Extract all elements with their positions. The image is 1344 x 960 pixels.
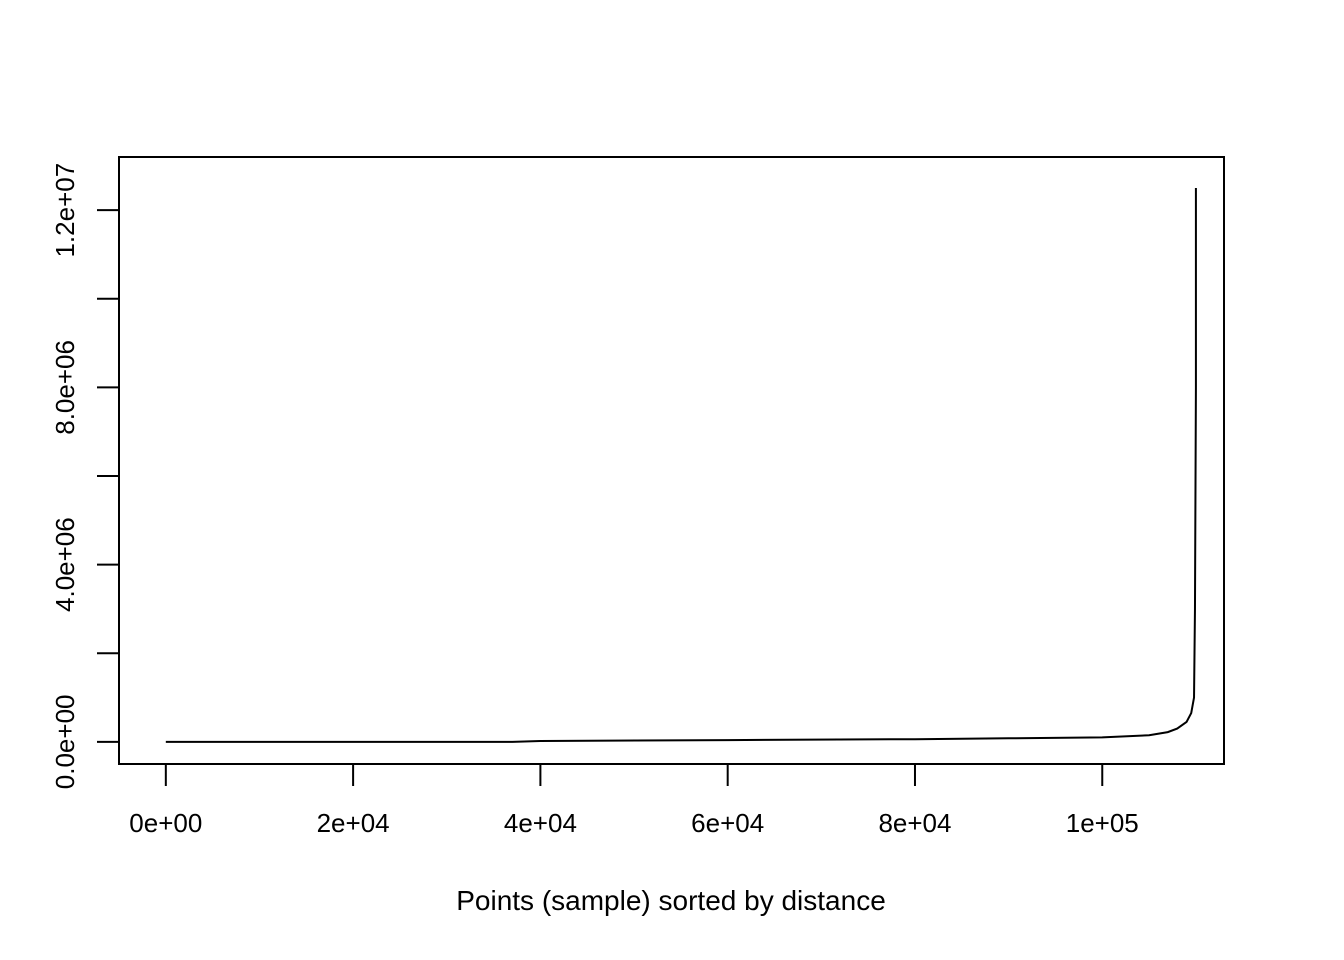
x-tick-label: 8e+04: [878, 808, 951, 838]
x-axis: 0e+00 2e+04 4e+04 6e+04 8e+04 1e+05: [129, 763, 1139, 838]
y-tick-label: 1.2e+07: [50, 163, 80, 258]
x-tick-label: 6e+04: [691, 808, 764, 838]
x-tick-label: 4e+04: [504, 808, 577, 838]
y-axis: 0.0e+00 4.0e+06 8.0e+06 1.2e+07: [50, 163, 120, 789]
y-tick-label: 0.0e+00: [50, 694, 80, 789]
y-tick-label: 8.0e+06: [50, 340, 80, 435]
y-tick-label: 4.0e+06: [50, 517, 80, 612]
x-tick-label: 0e+00: [129, 808, 202, 838]
x-tick-label: 2e+04: [317, 808, 390, 838]
series-line: [165, 188, 1197, 743]
plot-frame: [118, 156, 1225, 765]
x-axis-title: Points (sample) sorted by distance: [456, 885, 886, 916]
x-tick-label: 1e+05: [1066, 808, 1139, 838]
